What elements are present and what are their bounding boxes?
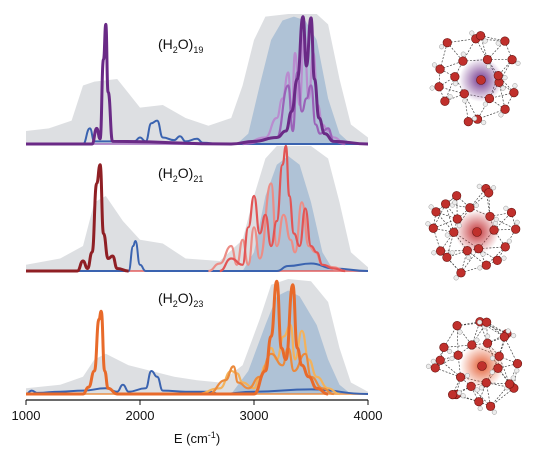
- series-light: [242, 32, 346, 146]
- x-tick-label: 3000: [240, 408, 269, 423]
- series-blue: [25, 239, 369, 273]
- spectrum-panel-3: [25, 279, 369, 396]
- spectra-panels: [25, 14, 369, 396]
- x-axis-label-close: ): [216, 431, 220, 446]
- molecule-column: [425, 30, 523, 415]
- x-axis-label: E (cm-1): [174, 430, 220, 446]
- x-tick-label: 4000: [354, 408, 383, 423]
- spectrum-panel-1: [26, 14, 369, 146]
- panel-label-21: (H2O)21: [158, 165, 203, 184]
- series-mid: [242, 71, 346, 146]
- series-main: [26, 15, 369, 146]
- series-mid: [219, 144, 346, 273]
- x-axis: 1000 2000 3000 4000 E (cm-1): [12, 399, 383, 446]
- series-main: [25, 163, 129, 273]
- water-cluster-21-icon: [425, 183, 521, 281]
- x-axis-label-main: E (cm: [174, 431, 208, 446]
- envelope-blue: [242, 156, 334, 271]
- panel-label-23: (H2O)23: [158, 290, 203, 309]
- envelope-blue: [231, 290, 351, 394]
- water-cluster-19-icon: [429, 30, 521, 127]
- spectrum-panel-2: [25, 144, 369, 273]
- x-tick-label: 1000: [12, 408, 41, 423]
- water-cluster-23-icon: [425, 317, 523, 415]
- x-ticks: 1000 2000 3000 4000: [12, 400, 383, 423]
- series-main: [26, 279, 329, 396]
- x-tick-label: 2000: [126, 408, 155, 423]
- x-axis-label-sup: -1: [208, 430, 216, 440]
- panel-label-19: (H2O)19: [158, 36, 203, 55]
